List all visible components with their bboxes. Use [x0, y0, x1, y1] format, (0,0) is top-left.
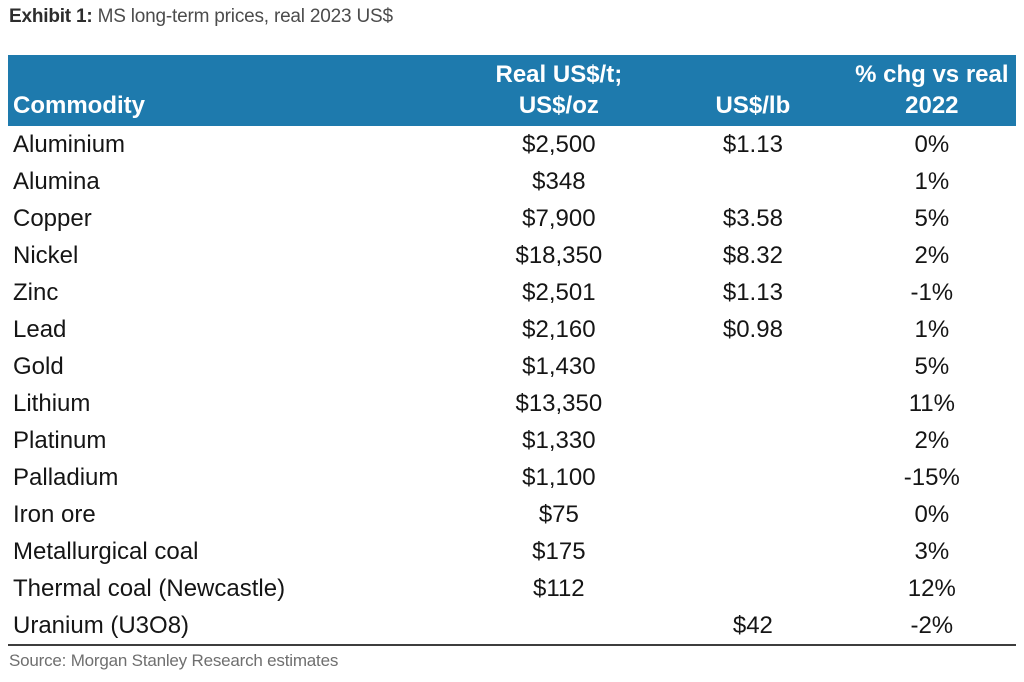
pct-change: 1% [914, 168, 950, 195]
price-us-lb: $3.58 [722, 205, 783, 232]
commodity-name: Alumina [13, 168, 100, 195]
commodity-name: Uranium (U3O8) [8, 607, 460, 646]
table-header-row: Commodity Real US$/t; US$/oz US$/lb % ch… [8, 55, 1016, 126]
price-us-t-oz: $1,100 [522, 464, 596, 491]
table-row: Metallurgical coal $175 3% [8, 533, 1016, 570]
commodity-name: Platinum [13, 427, 107, 454]
pct-change: 12% [907, 575, 956, 602]
commodity-name: Gold [13, 353, 64, 380]
price-us-lb [658, 422, 848, 459]
commodity-name: Aluminium [13, 131, 126, 158]
price-us-t-oz: $2,501 [522, 279, 596, 306]
price-us-t-oz: $175 [532, 538, 586, 565]
price-us-t-oz: $112 [533, 575, 585, 602]
pct-change: 2% [914, 427, 950, 454]
table-row: Lead $2,160 $0.98 1% [8, 311, 1016, 348]
pct-change: 1% [914, 316, 950, 343]
commodity-name: Iron ore [13, 501, 96, 528]
commodity-name: Metallurgical coal [13, 538, 199, 565]
price-us-t-oz: $75 [538, 501, 579, 528]
price-us-lb: $1.13 [722, 131, 783, 158]
exhibit-title: Exhibit 1: MS long-term prices, real 202… [9, 6, 393, 28]
price-us-t-oz [459, 607, 659, 646]
price-us-lb: $8.32 [722, 242, 783, 269]
commodity-name: Palladium [13, 464, 119, 491]
commodity-name: Copper [13, 205, 92, 232]
commodity-name: Lead [13, 316, 67, 343]
pct-change: 3% [914, 538, 950, 565]
table-row: Aluminium $2,500 $1.13 0% [8, 126, 1016, 163]
header-pct-change: % chg vs real 2022 [847, 55, 1016, 126]
header-commodity: Commodity [8, 55, 460, 126]
header-us-per-oz-line2: US$/oz [518, 92, 599, 119]
exhibit-title-text: MS long-term prices, real 2023 US$ [92, 6, 393, 27]
price-us-t-oz: $18,350 [515, 242, 603, 269]
price-us-lb [658, 533, 848, 570]
header-us-per-lb-label: US$/lb [715, 92, 791, 119]
price-us-t-oz: $2,500 [522, 131, 596, 158]
header-pct-change-line2: 2022 [905, 92, 959, 119]
table-row: Copper $7,900 $3.58 5% [8, 200, 1016, 237]
price-us-lb [658, 570, 848, 607]
price-us-lb [658, 163, 848, 200]
price-us-lb [658, 348, 848, 385]
header-commodity-label: Commodity [13, 92, 145, 119]
table-row: Gold $1,430 5% [8, 348, 1016, 385]
pct-change: -2% [847, 607, 1016, 646]
header-us-per-tonne-oz: Real US$/t; US$/oz [459, 55, 659, 126]
table-header: Commodity Real US$/t; US$/oz US$/lb % ch… [8, 55, 1016, 126]
commodity-name: Thermal coal (Newcastle) [13, 575, 286, 602]
price-us-t-oz: $2,160 [522, 316, 596, 343]
price-us-t-oz: $348 [532, 168, 586, 195]
table-row: Iron ore $75 0% [8, 496, 1016, 533]
table-row: Nickel $18,350 $8.32 2% [8, 237, 1016, 274]
pct-change: 5% [914, 205, 950, 232]
price-us-lb: $42 [658, 607, 848, 646]
pct-change: -1% [910, 279, 954, 306]
table-row: Alumina $348 1% [8, 163, 1016, 200]
pct-change: 2% [914, 242, 950, 269]
source-note: Source: Morgan Stanley Research estimate… [9, 651, 339, 670]
price-us-t-oz: $7,900 [522, 205, 596, 232]
price-us-lb: $1.13 [722, 279, 783, 306]
pct-change: 0% [914, 131, 950, 158]
pct-change: -15% [903, 464, 960, 491]
price-us-lb [658, 459, 848, 496]
pct-change: 0% [914, 501, 950, 528]
price-us-t-oz: $1,430 [522, 353, 596, 380]
table-row: Uranium (U3O8) $42 -2% [8, 607, 1016, 646]
commodity-name: Zinc [13, 279, 59, 306]
header-pct-change-line1: % chg vs real [855, 61, 1009, 88]
commodity-name: Nickel [13, 242, 79, 269]
commodity-price-table: Commodity Real US$/t; US$/oz US$/lb % ch… [8, 55, 1016, 646]
pct-change: 11% [908, 390, 955, 417]
header-us-per-tonne-line1: Real US$/t; [495, 61, 623, 88]
table-row: Platinum $1,330 2% [8, 422, 1016, 459]
table-body: Aluminium $2,500 $1.13 0% Alumina $348 1… [8, 126, 1016, 646]
table-row: Lithium $13,350 11% [8, 385, 1016, 422]
price-us-lb [658, 385, 848, 422]
pct-change: 5% [914, 353, 950, 380]
price-us-lb [658, 496, 848, 533]
table-row: Zinc $2,501 $1.13 -1% [8, 274, 1016, 311]
commodity-name: Lithium [13, 390, 91, 417]
exhibit-title-label: Exhibit 1: [9, 6, 93, 27]
price-us-t-oz: $1,330 [522, 427, 596, 454]
table-row: Thermal coal (Newcastle) $112 12% [8, 570, 1016, 607]
table-row: Palladium $1,100 -15% [8, 459, 1016, 496]
price-us-t-oz: $13,350 [515, 390, 603, 417]
header-us-per-lb: US$/lb [658, 55, 848, 126]
price-us-lb: $0.98 [722, 316, 783, 343]
